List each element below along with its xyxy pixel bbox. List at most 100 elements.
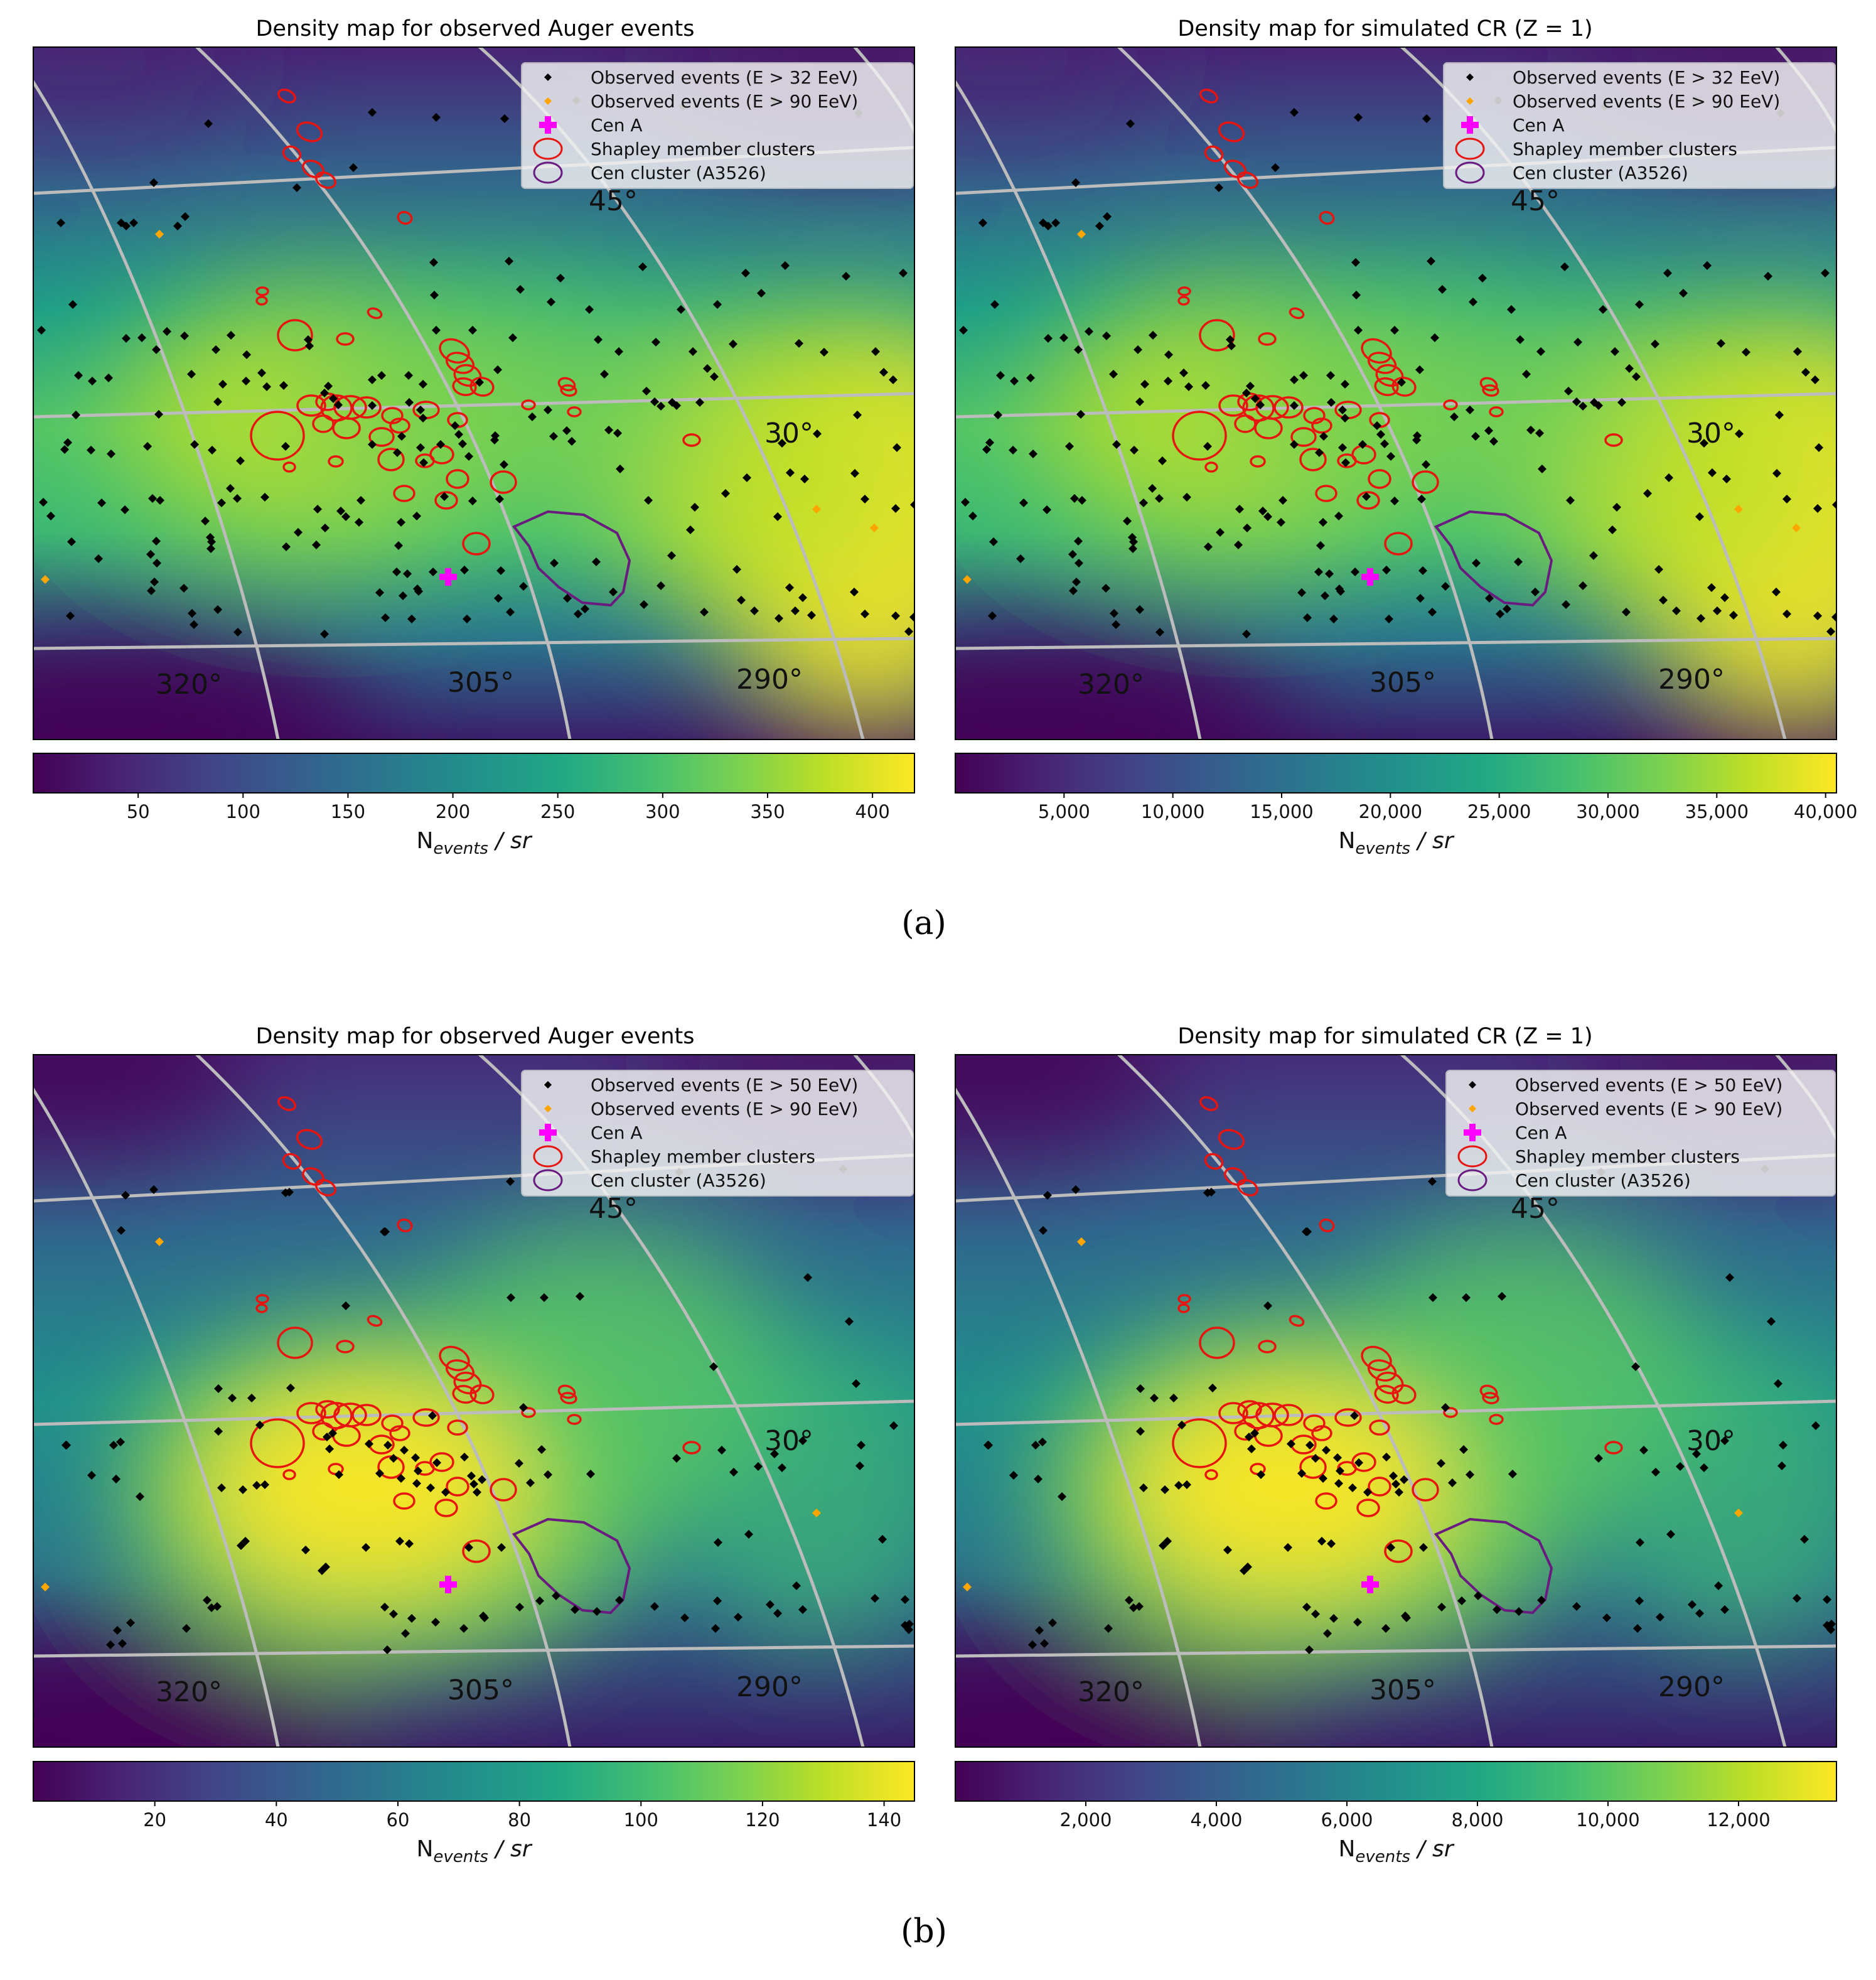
shapley-cluster-ellipse	[315, 1179, 336, 1197]
observed-event-point	[1631, 1362, 1640, 1371]
observed-event-point	[323, 1433, 331, 1441]
shapley-cluster-ellipse	[1299, 448, 1327, 471]
observed-event-point	[1333, 1453, 1342, 1462]
shapley-cluster-ellipse	[1334, 1408, 1362, 1427]
observed-event-point	[236, 456, 245, 465]
graticule-longitude-line	[1116, 47, 1494, 740]
observed-event-point	[1354, 113, 1363, 122]
observed-event-point	[212, 345, 220, 354]
shapley-cluster-ellipse	[1384, 532, 1413, 556]
observed-event-point	[1123, 517, 1132, 525]
observed-event-point	[1485, 594, 1494, 603]
observed-event-point	[1514, 557, 1523, 566]
observed-event-point	[1338, 406, 1347, 414]
observed-event-point	[904, 1625, 913, 1634]
observed-event-point	[282, 542, 291, 551]
observed-event-point	[1103, 212, 1112, 221]
observed-event-point	[1321, 591, 1329, 600]
shapley-cluster-ellipse	[277, 89, 296, 104]
observed-event-point	[1639, 1446, 1648, 1455]
shapley-cluster-ellipse	[1482, 384, 1499, 397]
panel-label-a: (a)	[901, 905, 946, 942]
observed-event-point	[1450, 412, 1459, 421]
observed-event-point	[1651, 1468, 1660, 1477]
graticule-label: 305°	[448, 1674, 514, 1706]
observed-event-point	[1299, 371, 1308, 380]
observed-event-point	[1302, 1603, 1311, 1611]
shapley-cluster-ellipse	[250, 411, 305, 461]
observed-event-point	[180, 584, 188, 593]
observed-event-point	[1437, 1459, 1445, 1468]
observed-event-point	[672, 1454, 681, 1463]
colorbar-tick-label: 35,000	[1685, 801, 1749, 822]
observed-event-point	[414, 1466, 422, 1475]
observed-event-point	[1065, 442, 1074, 451]
observed-event-point	[507, 1293, 515, 1302]
observed-event-point	[968, 512, 977, 520]
shapley-cluster-ellipse	[1199, 319, 1235, 352]
observed-event-point	[1128, 544, 1137, 553]
colorbar-tick-label: 250	[540, 801, 575, 822]
observed-event-point	[1072, 578, 1081, 586]
observed-event-point	[1182, 1480, 1191, 1489]
observed-event-point	[375, 588, 384, 597]
observed-event-point	[56, 218, 65, 227]
legend-entry: Observed events (E > 32 EeV)	[591, 67, 858, 88]
shapley-cluster-ellipse	[1218, 394, 1248, 417]
observed-event-point	[528, 412, 537, 421]
observed-event-point	[181, 212, 190, 221]
observed-event-point	[226, 484, 235, 493]
observed-event-point	[495, 495, 504, 503]
observed-event-point	[1703, 261, 1712, 270]
observed-event-point	[411, 1453, 420, 1462]
legend-entry: Cen A	[591, 1122, 643, 1143]
observed-event-point	[218, 380, 227, 389]
observed-event-point	[336, 507, 345, 515]
shapley-cluster-ellipse	[277, 1096, 296, 1111]
shapley-cluster-ellipse	[682, 1441, 701, 1455]
observed-event-point	[732, 565, 741, 574]
observed-event-point	[904, 627, 913, 636]
observed-event-point	[1109, 370, 1118, 379]
observed-event-point	[850, 469, 859, 478]
observed-event-point	[1656, 1613, 1664, 1622]
observed-event-point	[1602, 1613, 1611, 1622]
shapley-cluster-ellipse	[567, 1414, 582, 1425]
legend-entry: Shapley member clusters	[1515, 1146, 1740, 1167]
observed-event-point	[1227, 342, 1236, 350]
shapley-cluster-ellipse	[1337, 453, 1357, 468]
observed-event-point	[615, 1596, 624, 1605]
observed-event-point	[1729, 611, 1738, 620]
observed-event-point	[389, 1454, 398, 1463]
observed-event-point	[506, 1177, 515, 1186]
observed-event-point	[1814, 443, 1823, 452]
observed-event-point	[257, 369, 266, 377]
observed-event-point	[362, 1543, 370, 1552]
observed-event-point	[1135, 397, 1144, 406]
observed-event-point	[556, 274, 565, 282]
observed-event-point	[1158, 456, 1167, 465]
observed-event-point	[478, 1475, 486, 1484]
shapley-cluster-ellipse	[1391, 377, 1417, 397]
shapley-cluster-ellipse	[462, 532, 491, 556]
observed-event-point	[464, 452, 473, 461]
observed-event-point	[1441, 582, 1450, 591]
observed-event-point	[891, 504, 900, 513]
plot-title: Density map for simulated CR (Z = 1)	[1177, 1024, 1592, 1049]
shapley-cluster-ellipse	[1204, 145, 1224, 163]
observed-event-point	[686, 525, 695, 534]
shapley-cluster-ellipse	[1199, 89, 1218, 104]
observed-event-point	[334, 401, 343, 409]
shapley-cluster-ellipse	[429, 1452, 454, 1472]
observed-event-point	[1617, 398, 1626, 407]
observed-event-point	[1051, 218, 1060, 227]
observed-event-point	[432, 113, 441, 122]
observed-event-point	[324, 382, 333, 390]
observed-event-point	[978, 218, 987, 227]
observed-event-point	[214, 1427, 223, 1436]
observed-event-point	[122, 222, 131, 230]
observed-event-point	[1159, 1541, 1167, 1550]
observed-event-point	[355, 518, 363, 527]
observed-event-point	[496, 566, 505, 575]
plot-frame	[33, 46, 915, 740]
